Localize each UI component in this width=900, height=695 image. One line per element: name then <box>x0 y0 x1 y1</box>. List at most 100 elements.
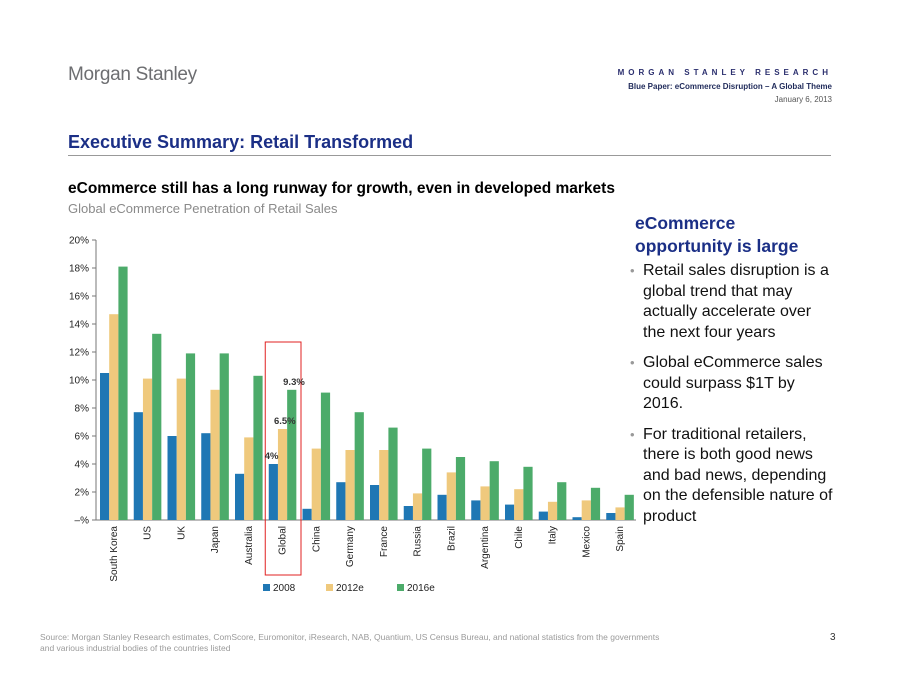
bar-2008-argentina <box>471 500 481 520</box>
legend-label: 2012e <box>336 583 364 594</box>
y-tick-label: 18% <box>69 264 89 275</box>
bar-2016e-japan <box>219 353 229 520</box>
bar-2016e-south-korea <box>118 266 128 520</box>
bar-2016e-mexico <box>590 487 601 520</box>
bar-2016e-china <box>320 392 331 520</box>
title-divider <box>68 155 831 156</box>
bar-2008-france <box>370 485 380 520</box>
legend-label: 2016e <box>407 583 435 594</box>
x-tick-label: China <box>311 526 322 553</box>
global-highlight-box <box>264 341 302 576</box>
bar-2008-russia <box>403 506 413 520</box>
bullet-text: For traditional retailers, there is both… <box>643 425 833 525</box>
bullet-dot-icon: • <box>630 263 635 278</box>
x-tick-label: Global <box>278 526 289 555</box>
bar-2008-germany <box>336 482 346 520</box>
x-tick-label: Italy <box>548 526 559 544</box>
bar-2016e-australia <box>253 375 263 520</box>
y-tick-label: 4% <box>75 460 90 471</box>
sidebar-heading: eCommerce opportunity is large <box>635 213 799 256</box>
bar-2016e-us <box>152 333 162 520</box>
y-tick-label: 6% <box>75 432 90 443</box>
bar-2012e-chile <box>514 489 524 520</box>
bar-2012e-uk <box>176 378 186 520</box>
bullet-text: Global eCommerce sales could surpass $1T… <box>643 354 823 412</box>
bar-2016e-germany <box>354 412 364 520</box>
x-tick-label: UK <box>176 526 187 540</box>
bar-2008-south-korea <box>100 373 110 520</box>
bar-2012e-us <box>142 378 153 520</box>
x-tick-label: Chile <box>514 526 525 549</box>
bar-2008-japan <box>201 433 211 520</box>
x-tick-label: Brazil <box>446 526 457 551</box>
x-tick-label: Japan <box>210 526 221 553</box>
bar-2012e-global <box>277 429 288 520</box>
bar-2012e-south-korea <box>109 314 119 520</box>
slide-subtitle: eCommerce still has a long runway for gr… <box>68 180 615 197</box>
x-tick-label: Mexico <box>581 526 592 558</box>
bar-2016e-chile <box>523 466 533 520</box>
research-brand: MORGAN STANLEY RESEARCH <box>617 68 832 77</box>
bullet-item: • Global eCommerce sales could surpass $1… <box>628 353 833 415</box>
x-tick-label: Germany <box>345 526 356 567</box>
bar-2016e-uk <box>185 353 196 520</box>
chart-title: Global eCommerce Penetration of Retail S… <box>68 201 338 216</box>
bar-2012e-japan <box>210 389 220 520</box>
bar-2008-uk <box>167 436 177 520</box>
bar-2008-brazil <box>437 494 447 520</box>
legend-swatch-2016e <box>397 584 404 591</box>
bar-2016e-italy <box>557 482 567 520</box>
publication-date: January 6, 2013 <box>774 95 832 104</box>
bar-2016e-argentina <box>489 461 499 520</box>
bar-2016e-spain <box>624 494 634 520</box>
x-tick-label: Argentina <box>480 526 491 569</box>
bar-2016e-russia <box>422 448 432 520</box>
bar-2012e-spain <box>615 507 625 520</box>
bar-2012e-australia <box>244 437 254 520</box>
bar-2012e-brazil <box>446 472 456 520</box>
bar-2008-china <box>302 508 312 520</box>
bar-2012e-germany <box>345 450 355 520</box>
legend-swatch-2012e <box>326 584 333 591</box>
data-label: 4% <box>265 451 279 462</box>
y-tick-label: 8% <box>75 404 90 415</box>
sidebar-bullet-list: • Retail sales disruption is a global tre… <box>628 261 833 537</box>
y-tick-label: 14% <box>69 320 89 331</box>
bullet-text: Retail sales disruption is a global tren… <box>643 262 829 341</box>
bar-2016e-global <box>287 389 297 520</box>
page-title: Executive Summary: Retail Transformed <box>68 132 414 152</box>
bar-2012e-france <box>379 450 389 520</box>
x-tick-label: Russia <box>413 526 424 557</box>
bar-2012e-argentina <box>480 486 490 520</box>
y-tick-label: 2% <box>75 488 90 499</box>
y-tick-label: –% <box>75 516 90 527</box>
source-note: Source: Morgan Stanley Research estimate… <box>40 632 660 653</box>
bar-2008-global <box>268 464 278 520</box>
bar-2012e-china <box>311 448 321 520</box>
bar-2012e-russia <box>412 493 423 520</box>
data-label: 9.3% <box>283 377 305 388</box>
y-tick-label: 12% <box>69 348 89 359</box>
page-number: 3 <box>830 632 836 643</box>
y-tick-label: 20% <box>69 236 89 247</box>
x-tick-label: Spain <box>615 526 626 552</box>
y-tick-label: 10% <box>69 376 89 387</box>
bar-2012e-mexico <box>581 500 591 520</box>
morgan-stanley-logo: Morgan Stanley <box>68 64 197 85</box>
bar-2008-italy <box>538 511 548 520</box>
bar-2008-mexico <box>572 517 582 520</box>
paper-title: Blue Paper: eCommerce Disruption – A Glo… <box>628 82 832 91</box>
bullet-item: • For traditional retailers, there is bot… <box>628 425 833 528</box>
bar-2008-australia <box>235 473 245 520</box>
bar-2016e-france <box>388 427 398 520</box>
x-tick-label: US <box>143 526 154 540</box>
legend-swatch-2008 <box>263 584 270 591</box>
x-tick-label: Australia <box>244 526 255 565</box>
bar-2008-spain <box>606 513 616 520</box>
bar-2008-us <box>133 412 143 520</box>
data-label: 6.5% <box>274 416 296 427</box>
bar-2008-chile <box>505 504 515 520</box>
bullet-item: • Retail sales disruption is a global tre… <box>628 261 833 343</box>
legend-label: 2008 <box>273 583 296 594</box>
